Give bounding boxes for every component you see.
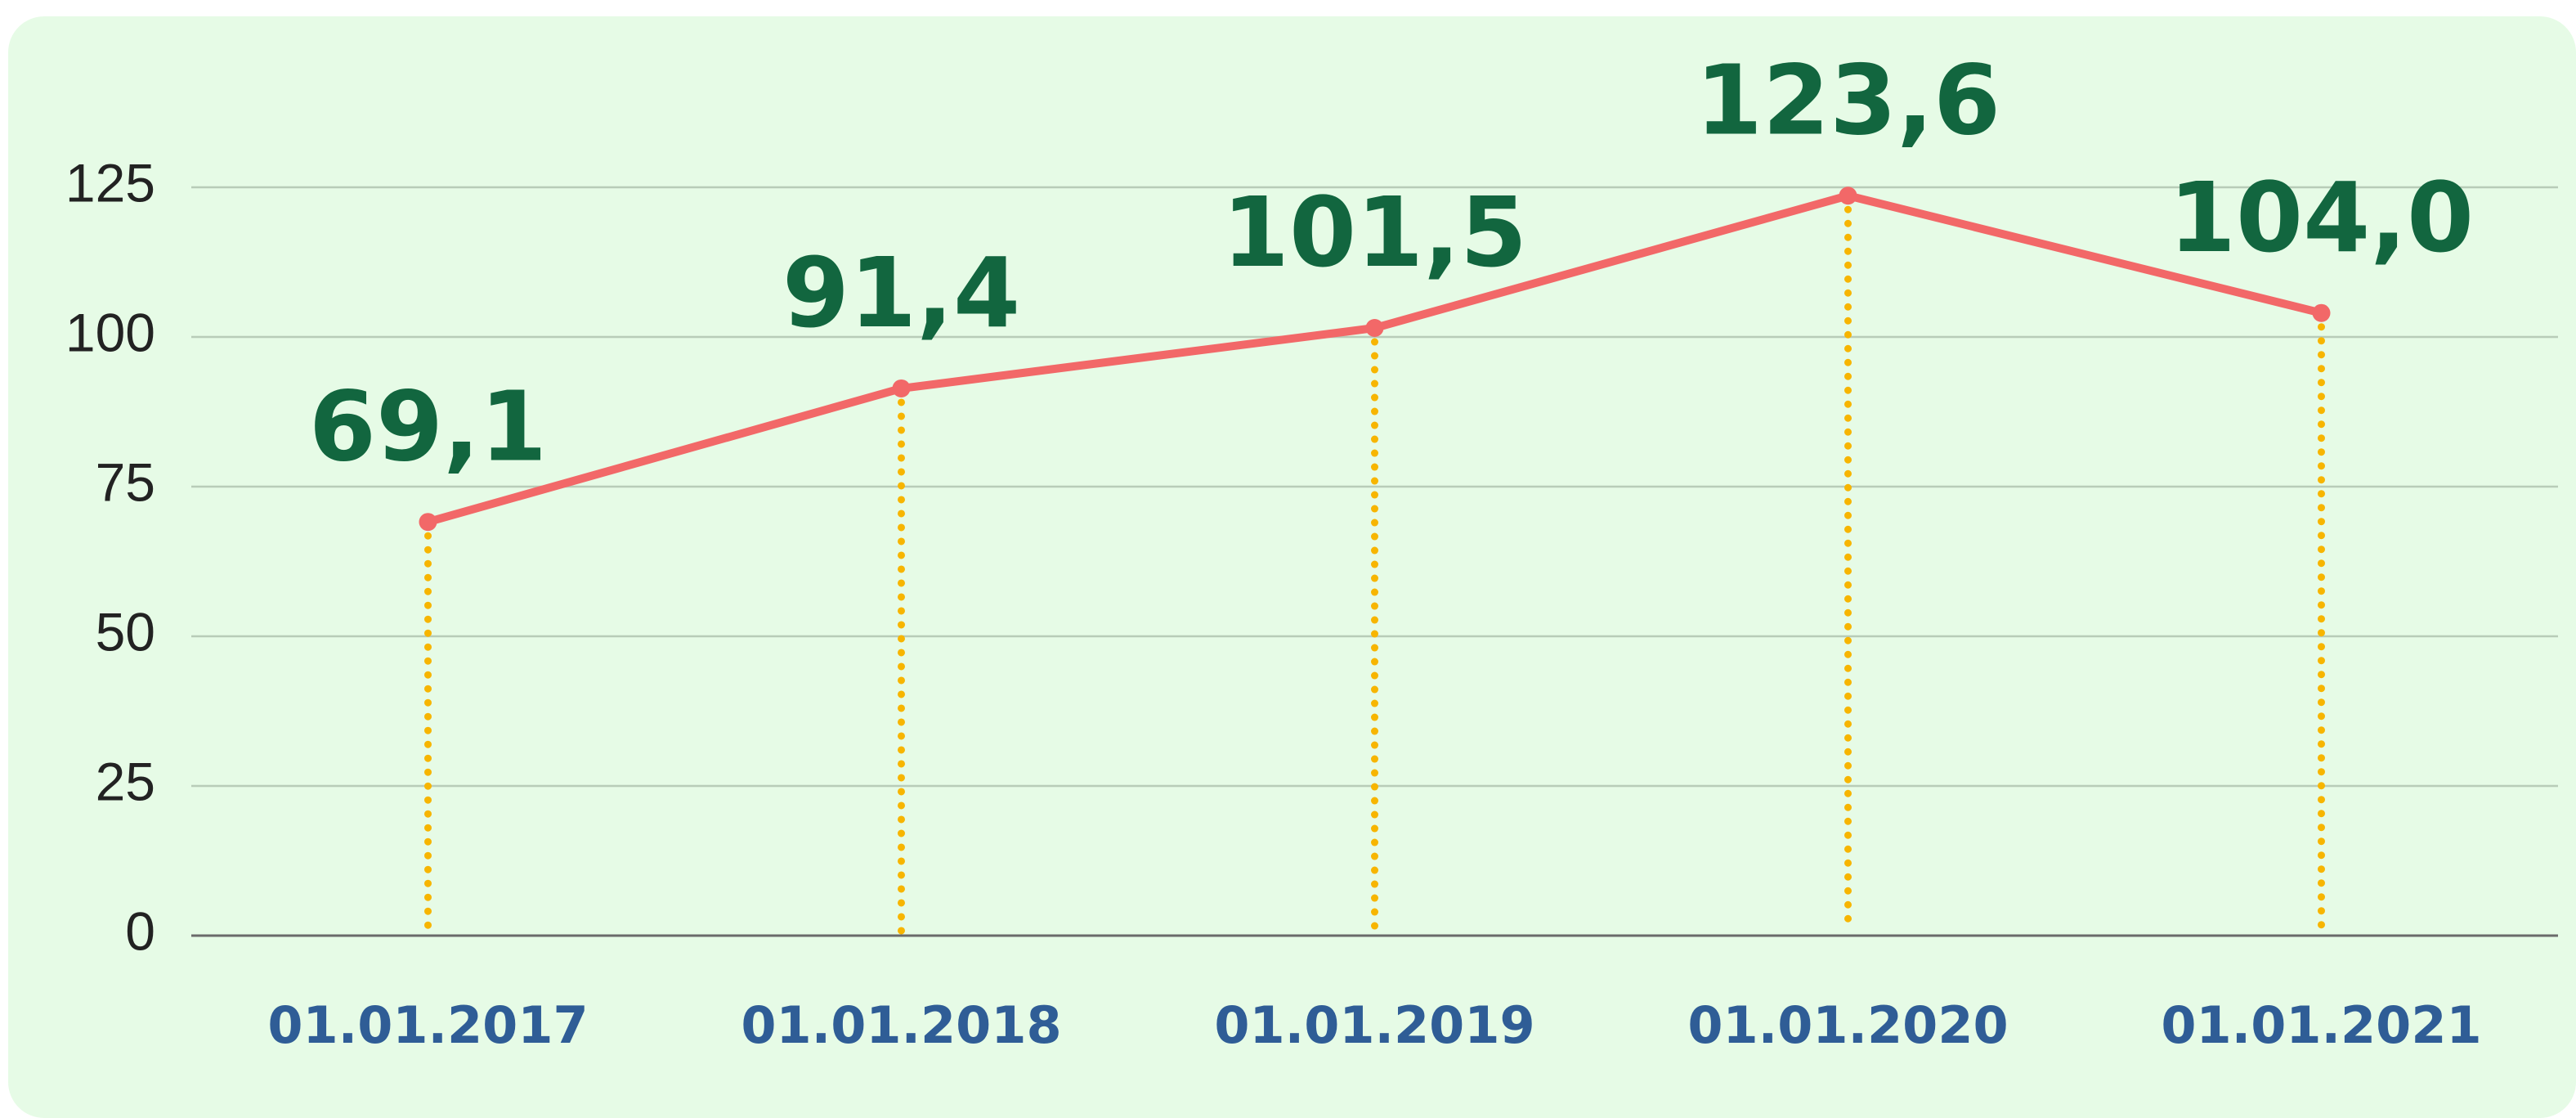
x-tick-label: 01.01.2021 <box>2161 995 2481 1055</box>
y-tick-label: 50 <box>96 601 155 662</box>
x-tick-label: 01.01.2019 <box>1214 995 1534 1055</box>
data-label: 123,6 <box>1696 43 2000 156</box>
data-point <box>892 379 911 397</box>
panel-background <box>8 16 2576 1118</box>
x-tick-label: 01.01.2018 <box>741 995 1061 1055</box>
data-point <box>1839 186 1857 205</box>
x-tick-label: 01.01.2017 <box>267 995 588 1055</box>
y-tick-label: 125 <box>65 152 155 213</box>
y-tick-label: 75 <box>96 451 155 512</box>
data-label: 91,4 <box>782 236 1020 349</box>
y-tick-label: 25 <box>96 751 155 811</box>
data-label: 104,0 <box>2169 161 2474 274</box>
y-tick-label: 100 <box>65 302 155 362</box>
y-tick-label: 0 <box>125 900 155 961</box>
data-point <box>1365 319 1384 338</box>
data-label: 69,1 <box>309 370 547 483</box>
data-point <box>2312 303 2331 322</box>
x-tick-label: 01.01.2020 <box>1687 995 2008 1055</box>
data-label: 101,5 <box>1222 176 1527 289</box>
data-point <box>419 513 437 532</box>
